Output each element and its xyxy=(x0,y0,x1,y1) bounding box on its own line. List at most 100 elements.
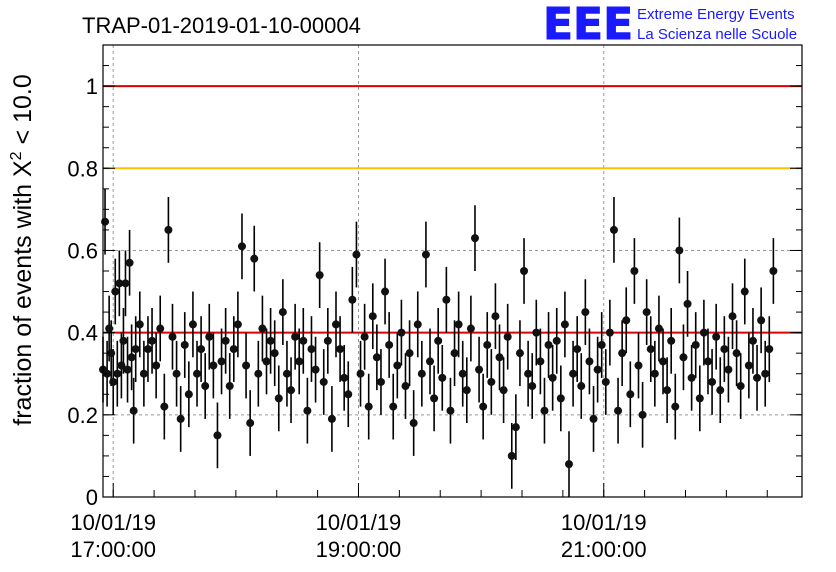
data-point xyxy=(225,382,234,391)
data-point xyxy=(258,324,267,333)
data-point xyxy=(356,369,365,378)
data-point xyxy=(614,406,623,415)
grid xyxy=(103,45,802,497)
data-point xyxy=(143,345,152,354)
data-point xyxy=(336,345,345,354)
data-point xyxy=(188,320,197,329)
plot-frame xyxy=(102,44,803,498)
data-point xyxy=(344,390,353,399)
data-point xyxy=(172,369,181,378)
data-point xyxy=(732,349,741,358)
y-axis-label-suffix: < 10.0 xyxy=(9,74,37,151)
data-point xyxy=(634,361,643,370)
data-point xyxy=(291,332,300,341)
data-point xyxy=(646,345,655,354)
y-axis-label: fraction of events with X2 < 10.0 xyxy=(8,74,37,425)
x-tick-date-label: 10/01/19 xyxy=(70,510,156,535)
data-point xyxy=(753,373,762,382)
data-point xyxy=(315,271,324,280)
data-point xyxy=(123,365,132,374)
x-tick-date-label: 10/01/19 xyxy=(316,510,402,535)
data-point xyxy=(667,336,676,345)
data-point xyxy=(487,377,496,386)
data-point xyxy=(352,250,361,259)
y-axis-label-prefix: fraction of events with xyxy=(9,177,37,426)
data-point xyxy=(683,299,692,308)
data-point xyxy=(536,357,545,366)
data-point xyxy=(364,402,373,411)
data-point xyxy=(119,336,128,345)
data-point xyxy=(699,328,708,337)
data-point xyxy=(111,287,120,296)
data-point xyxy=(679,353,688,362)
data-point xyxy=(250,254,259,263)
data-point xyxy=(544,340,553,349)
data-point xyxy=(744,361,753,370)
data-point xyxy=(593,365,602,374)
data-point xyxy=(687,373,696,382)
data-point xyxy=(413,320,422,329)
data-point xyxy=(650,369,659,378)
data-point xyxy=(156,324,165,333)
data-point xyxy=(129,406,138,415)
data-point xyxy=(327,414,336,423)
data-point xyxy=(479,402,488,411)
data-point xyxy=(761,369,770,378)
data-point xyxy=(184,390,193,399)
data-point xyxy=(323,336,332,345)
data-point xyxy=(720,345,729,354)
data-point xyxy=(483,340,492,349)
y-tick-label: 0.2 xyxy=(67,403,98,428)
data-point xyxy=(560,320,569,329)
data-point xyxy=(287,386,296,395)
axes: 00.20.40.60.8110/01/1917:00:0010/01/1919… xyxy=(67,44,803,562)
data-point xyxy=(274,394,283,403)
data-point xyxy=(556,394,565,403)
data-point xyxy=(524,369,533,378)
data-point xyxy=(164,225,173,234)
data-point xyxy=(532,328,541,337)
y-tick-label: 0 xyxy=(86,485,98,510)
data-point xyxy=(107,349,116,358)
logo-line-2: La Scienza nelle Scuole xyxy=(637,26,797,43)
data-point xyxy=(152,361,161,370)
data-point xyxy=(282,369,291,378)
data-point xyxy=(528,382,537,391)
data-point xyxy=(180,340,189,349)
data-point xyxy=(193,369,202,378)
data-point xyxy=(372,353,381,362)
data-point xyxy=(622,316,631,325)
data-point xyxy=(299,336,308,345)
data-point xyxy=(389,402,398,411)
data-point xyxy=(254,369,263,378)
x-tick-date-label: 10/01/19 xyxy=(561,510,647,535)
data-point xyxy=(695,394,704,403)
data-point xyxy=(205,332,214,341)
data-point xyxy=(450,349,459,358)
data-point xyxy=(376,377,385,386)
data-point xyxy=(507,451,516,460)
data-point xyxy=(311,365,320,374)
data-point xyxy=(757,316,766,325)
data-point xyxy=(454,320,463,329)
reference-lines xyxy=(103,85,802,334)
data-point xyxy=(340,373,349,382)
data-point xyxy=(242,361,251,370)
data-point xyxy=(499,386,508,395)
y-axis-label-symbol: X xyxy=(9,160,37,177)
data-point xyxy=(409,419,418,428)
data-point xyxy=(712,332,721,341)
data-point xyxy=(131,345,140,354)
data-point xyxy=(691,340,700,349)
data-point xyxy=(417,369,426,378)
data-point xyxy=(160,402,169,411)
x-tick-time-label: 17:00:00 xyxy=(70,537,156,562)
data-point xyxy=(430,394,439,403)
data-point xyxy=(565,460,573,469)
data-point xyxy=(401,382,410,391)
x-tick-time-label: 21:00:00 xyxy=(561,537,647,562)
logo-line-1: Extreme Energy Events xyxy=(637,6,795,23)
data-point xyxy=(605,328,614,337)
data-point xyxy=(176,414,185,423)
data-point xyxy=(127,353,136,362)
